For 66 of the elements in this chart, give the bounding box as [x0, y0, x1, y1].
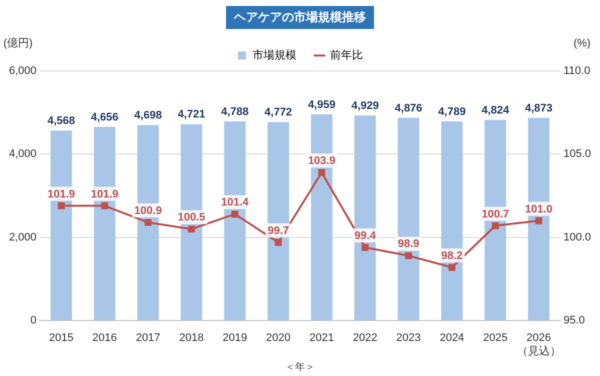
data-label: 4,873	[525, 102, 553, 114]
point	[405, 252, 412, 260]
data-label: 4,568	[47, 115, 75, 128]
x-tick-label: 2019	[222, 332, 248, 344]
y-axis-title: (億円)	[3, 36, 33, 50]
point	[58, 202, 65, 210]
data-label: 4,698	[134, 110, 162, 122]
y2-tick-label: 100.0	[563, 231, 592, 244]
data-label: 4,876	[394, 102, 422, 114]
bar	[354, 116, 376, 320]
point	[492, 222, 499, 230]
point	[362, 244, 369, 251]
legend-label: 市場規模	[252, 48, 296, 62]
x-tick-label: 2021	[309, 332, 334, 344]
bar	[441, 121, 463, 320]
data-label: 100.7	[482, 208, 510, 220]
x-tick-label: 2025	[483, 332, 508, 344]
data-label: 4,721	[178, 108, 206, 121]
data-label: 103.9	[308, 155, 336, 168]
y-tick-label: 6,000	[8, 65, 37, 78]
data-label: 4,656	[90, 111, 118, 124]
x-tick-label: 2024	[440, 332, 464, 344]
point	[274, 238, 282, 246]
x-tick-label: 2016	[92, 332, 117, 344]
y-tick-label: 0	[30, 314, 37, 327]
data-label: 99.4	[354, 230, 377, 242]
data-label: 101.0	[525, 203, 553, 216]
data-label: 100.5	[178, 212, 206, 224]
y-tick-label: 2,000	[8, 231, 37, 244]
data-label: 4,772	[264, 106, 292, 119]
x-tick-label: 2022	[352, 332, 378, 344]
legend-label: 前年比	[330, 48, 363, 62]
x-axis-title: ＜年＞	[285, 360, 315, 373]
point	[188, 226, 195, 233]
bar	[398, 118, 420, 320]
point	[535, 217, 542, 224]
x-tick-label: 2026 （見込）	[516, 332, 561, 358]
data-label: 101.4	[221, 196, 250, 209]
x-tick-label: 2020	[266, 332, 291, 344]
data-label: 4,789	[438, 106, 466, 118]
y2-tick-label: 105.0	[563, 148, 592, 160]
data-label: 98.2	[441, 250, 463, 262]
point	[448, 264, 456, 271]
x-tick-label: 2015	[48, 332, 74, 344]
x-tick-label: 2017	[136, 332, 160, 344]
point	[101, 202, 108, 210]
data-label: 101.9	[47, 188, 75, 200]
data-label: 4,959	[308, 98, 336, 111]
y-tick-label: 4,000	[8, 148, 37, 160]
point	[231, 210, 238, 218]
y2-tick-label: 110.0	[563, 65, 590, 78]
data-label: 100.9	[134, 204, 162, 217]
data-label: 4,824	[482, 104, 510, 116]
y2-axis-title: (%)	[573, 38, 591, 50]
chart-title: ヘアケアの市場規模推移	[226, 6, 374, 29]
data-label: 99.7	[268, 224, 290, 237]
data-label: 101.9	[90, 188, 118, 200]
data-label: 4,929	[351, 100, 379, 112]
x-tick-label: 2023	[396, 332, 421, 344]
y2-tick-label: 95.0	[563, 314, 585, 327]
data-label: 4,788	[221, 106, 249, 118]
data-label: 98.9	[398, 238, 420, 250]
bar	[268, 122, 290, 320]
point	[144, 218, 152, 226]
x-tick-label: 2018	[179, 332, 204, 344]
point	[318, 169, 326, 176]
